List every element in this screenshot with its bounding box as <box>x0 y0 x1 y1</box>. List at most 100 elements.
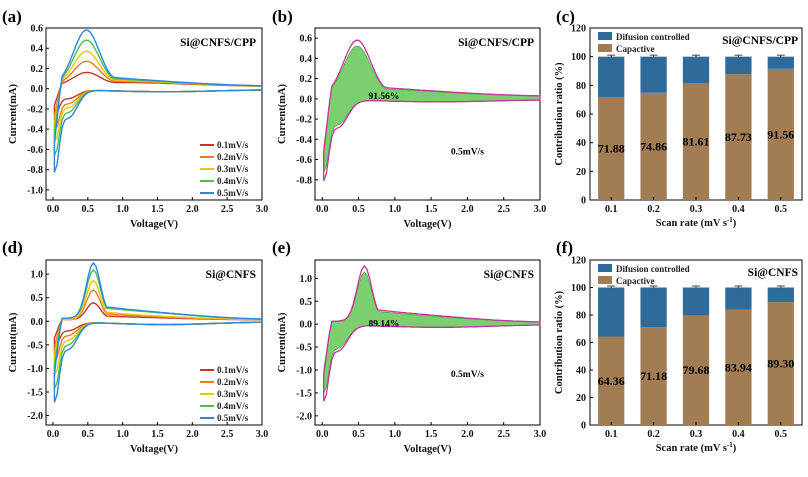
cv-curve-0.4mV/s <box>53 39 263 156</box>
legend-label: Difusion controlled <box>616 264 690 274</box>
legend-label: 0.3mV/s <box>217 389 249 399</box>
bar-value-label: 89.30 <box>767 357 794 371</box>
panel-letter: (f) <box>556 238 573 257</box>
y-tick-label: 0.4 <box>31 44 44 55</box>
y-tick-label: 100 <box>571 283 586 294</box>
chart-title: Si@CNFS <box>206 269 256 281</box>
bar-diffusion <box>598 287 625 337</box>
x-tick-label: 1.5 <box>151 204 164 215</box>
y-tick-label: -0.2 <box>27 104 43 115</box>
x-tick-label: 0.4 <box>732 204 745 215</box>
y-tick-label: 0.4 <box>300 54 313 65</box>
panel-3: (d) 0.0 0.5 1.0 1.5 2.0 2.5 3.0 -2.0 -1.5 -1.0 -0.5… <box>2 238 268 455</box>
x-tick-label: 0.1 <box>605 429 618 440</box>
capacitive-fill <box>323 45 541 173</box>
chart-title: Si@CNFS/CPP <box>180 37 256 49</box>
plot-frame <box>314 27 541 201</box>
legend-swatch-diffusion <box>598 264 612 272</box>
y-tick-label: -0.8 <box>296 175 312 186</box>
x-tick-label: 1.0 <box>116 204 129 215</box>
legend-label: Capactive <box>616 44 655 54</box>
y-tick-label: 0.0 <box>31 84 44 95</box>
legend-swatch-capacitive <box>598 44 612 52</box>
bar-value-label: 71.88 <box>598 141 625 155</box>
x-tick-label: 0.5 <box>352 429 365 440</box>
bar-diffusion <box>640 56 667 93</box>
cv-curve-0.5mV/s <box>53 29 263 173</box>
x-tick-label: 0.2 <box>647 429 660 440</box>
y-tick-label: -1.0 <box>296 366 312 377</box>
bar-diffusion <box>725 287 752 310</box>
y-tick-label: -0.2 <box>296 115 312 126</box>
y-tick-label: -0.6 <box>296 155 312 166</box>
y-tick-label: -0.5 <box>27 340 43 351</box>
x-tick-label: 3.0 <box>534 204 547 215</box>
y-tick-label: 120 <box>571 24 586 35</box>
bar-capacitive <box>640 327 667 425</box>
x-tick-label: 1.5 <box>151 429 164 440</box>
x-tick-label: 0.5 <box>82 429 95 440</box>
y-tick-label: 0 <box>581 196 586 207</box>
y-tick-label: 0.2 <box>31 64 44 75</box>
x-axis-label-end: ) <box>733 443 737 454</box>
y-tick-label: 60 <box>576 110 586 121</box>
x-tick-label: 0.5 <box>352 204 365 215</box>
y-axis-label: Current(mA) <box>277 312 288 372</box>
bar-diffusion <box>767 56 794 69</box>
panel-5: (f) 0 20 40 60 80 100 120 Contribution ratio (%)… <box>554 238 803 454</box>
bar-value-label: 64.36 <box>598 374 625 388</box>
y-tick-label: -0.5 <box>296 343 312 354</box>
x-axis-label-sup: -1 <box>727 441 733 449</box>
bar-value-label: 83.94 <box>725 360 752 374</box>
y-tick-label: -1.5 <box>296 388 312 399</box>
bar-capacitive <box>767 68 794 200</box>
y-tick-label: 20 <box>576 393 586 404</box>
x-tick-label: 2.0 <box>461 204 474 215</box>
bar-diffusion <box>767 287 794 303</box>
bar-capacitive <box>725 74 752 200</box>
x-tick-label: 0.2 <box>647 204 660 215</box>
x-tick-label: 2.5 <box>221 204 234 215</box>
panel-letter: (a) <box>2 7 22 26</box>
y-axis-label: Contribution ratio (%) <box>554 290 565 394</box>
legend-label: 0.1mV/s <box>217 140 249 150</box>
x-tick-label: 0.1 <box>605 204 618 215</box>
x-axis-label: Voltage(V) <box>403 444 452 455</box>
bar-capacitive <box>640 92 667 200</box>
y-tick-label: 80 <box>576 311 586 322</box>
bar-value-label: 91.56 <box>767 127 794 141</box>
bar-diffusion <box>598 56 625 97</box>
y-tick-label: 0.2 <box>300 74 313 85</box>
bar-value-label: 87.73 <box>725 130 752 144</box>
y-tick-label: -1.0 <box>27 185 43 196</box>
bar-diffusion <box>682 287 710 316</box>
capacitive-percent: 91.56% <box>369 92 400 102</box>
x-axis-label: Voltage(V) <box>130 444 179 455</box>
y-axis-label: Current(mA) <box>8 84 19 144</box>
chart-title: Si@CNFS/CPP <box>722 35 798 47</box>
legend-label: 0.4mV/s <box>217 176 249 186</box>
y-tick-label: 80 <box>576 81 586 92</box>
y-tick-label: 0.0 <box>300 94 313 105</box>
bar-value-label: 71.18 <box>640 369 667 383</box>
x-tick-label: 1.0 <box>116 429 129 440</box>
x-axis-label-sup: -1 <box>727 216 733 224</box>
legend-label: 0.5mV/s <box>217 413 249 423</box>
x-tick-label: 2.5 <box>497 429 510 440</box>
x-tick-label: 0.5 <box>82 204 95 215</box>
plot-frame <box>45 27 263 201</box>
capacitive-percent: 89.14% <box>369 319 400 329</box>
bar-capacitive <box>598 96 625 200</box>
scan-rate-label: 0.5mV/s <box>451 147 484 157</box>
panel-2: (c) 0 20 40 60 80 100 120 Contribution ratio (%)… <box>554 7 803 229</box>
x-axis-label-end: ) <box>733 218 737 229</box>
x-tick-label: 0.0 <box>316 204 329 215</box>
bar-value-label: 74.86 <box>640 139 667 153</box>
x-tick-label: 0.5 <box>775 429 788 440</box>
panel-letter: (b) <box>272 7 293 26</box>
cv-curve-total <box>323 264 541 402</box>
x-tick-label: 1.5 <box>425 429 438 440</box>
panel-letter: (e) <box>272 238 291 257</box>
y-axis-label: Current(mA) <box>277 84 288 144</box>
bar-diffusion <box>640 287 667 328</box>
